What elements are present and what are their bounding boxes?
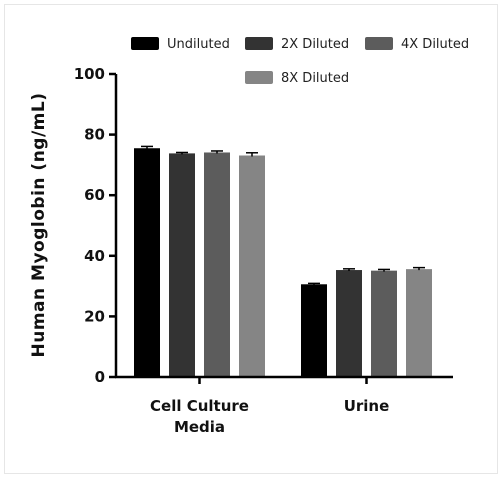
legend-swatch [245, 37, 273, 50]
legend-swatch [245, 71, 273, 84]
bar [204, 152, 230, 377]
legend-item: Undiluted [131, 37, 230, 52]
legend-item: 8X Diluted [245, 71, 349, 86]
bar [406, 269, 432, 377]
y-tick-label: 80 [84, 126, 105, 144]
y-tick-label: 40 [84, 247, 105, 265]
bars [134, 148, 432, 377]
bar [239, 155, 265, 377]
legend-label: 2X Diluted [281, 37, 349, 52]
y-tick-label: 60 [84, 186, 105, 204]
y-axis: 0 20 40 60 80 100 [74, 65, 118, 386]
legend-label: 4X Diluted [401, 37, 469, 52]
error-bars [141, 145, 425, 286]
x-category-label: Cell Culture Media [150, 397, 249, 436]
bar [134, 148, 160, 377]
legend-swatch [365, 37, 393, 50]
bar [301, 284, 327, 377]
legend: Undiluted 2X Diluted 4X Diluted 8X Diluted [131, 37, 469, 86]
y-tick-label: 20 [84, 307, 105, 325]
y-tick-label: 0 [95, 368, 105, 386]
legend-label: 8X Diluted [281, 71, 349, 86]
bar [336, 270, 362, 377]
x-axis: Cell Culture Media Urine [115, 375, 453, 436]
legend-swatch [131, 37, 159, 50]
x-category-label: Urine [344, 397, 390, 415]
legend-label: Undiluted [167, 37, 230, 52]
legend-item: 4X Diluted [365, 37, 469, 52]
bar [169, 153, 195, 377]
y-axis-label: Human Myoglobin (ng/mL) [29, 93, 49, 358]
bar [371, 270, 397, 377]
legend-item: 2X Diluted [245, 37, 349, 52]
y-tick-label: 100 [74, 65, 105, 83]
